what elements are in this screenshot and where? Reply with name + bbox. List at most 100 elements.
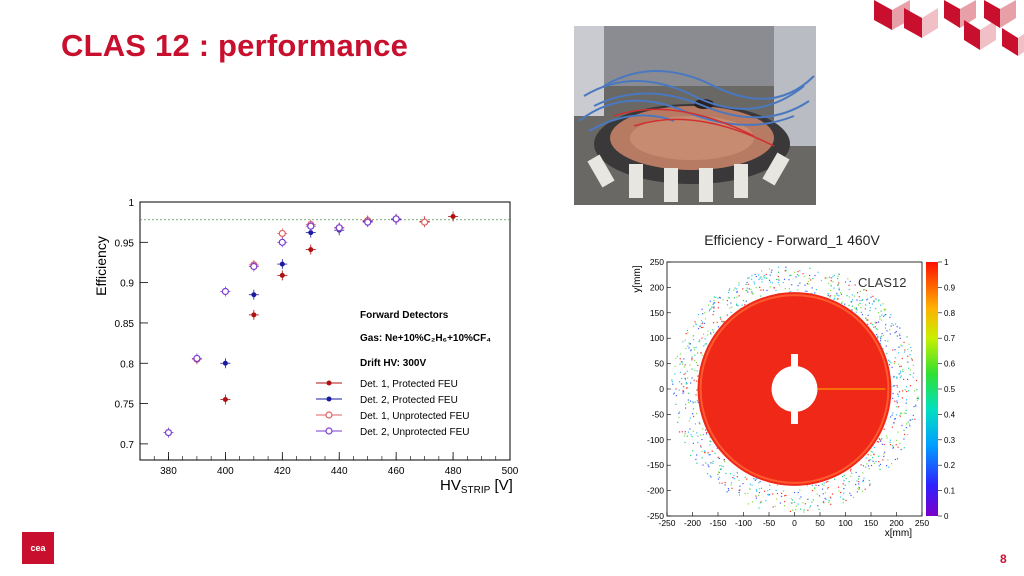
scatter-dot bbox=[704, 451, 706, 453]
scatter-dot bbox=[877, 312, 880, 314]
scatter-dot bbox=[678, 411, 681, 413]
scatter-dot bbox=[867, 454, 869, 456]
scatter-dot bbox=[775, 489, 777, 492]
scatter-dot bbox=[868, 459, 870, 461]
scatter-dot bbox=[713, 310, 715, 313]
scatter-dot bbox=[838, 490, 840, 492]
scatter-dot bbox=[755, 287, 757, 289]
scatter-dot bbox=[756, 478, 758, 480]
scatter-dot bbox=[746, 287, 748, 289]
scatter-dot bbox=[761, 278, 763, 280]
scatter-dot bbox=[879, 342, 881, 344]
scatter-dot bbox=[760, 276, 762, 278]
scatter-dot bbox=[731, 487, 733, 489]
scatter-dot bbox=[910, 346, 912, 349]
scatter-dot bbox=[837, 298, 839, 300]
scatter-dot bbox=[904, 349, 906, 351]
scatter-dot bbox=[896, 335, 898, 337]
scatter-dot bbox=[775, 278, 778, 281]
scatter-dot bbox=[879, 316, 881, 318]
scatter-dot bbox=[883, 453, 885, 455]
scatter-dot bbox=[680, 383, 683, 385]
scatter-dot bbox=[862, 472, 864, 474]
scatter-dot bbox=[707, 304, 709, 306]
scatter-dot bbox=[671, 379, 673, 381]
scatter-dot bbox=[695, 346, 697, 348]
scatter-dot bbox=[818, 508, 820, 511]
scatter-dot bbox=[897, 446, 899, 448]
scatter-dot bbox=[791, 284, 793, 286]
scatter-dot bbox=[694, 370, 696, 372]
scatter-dot bbox=[881, 443, 883, 445]
scatter-dot bbox=[849, 470, 852, 472]
scatter-dot bbox=[760, 487, 763, 489]
scatter-dot bbox=[860, 311, 862, 313]
scatter-dot bbox=[697, 441, 699, 444]
scatter-dot bbox=[811, 287, 813, 289]
scatter-dot bbox=[689, 400, 692, 402]
scatter-dot bbox=[706, 473, 709, 475]
scatter-dot bbox=[696, 412, 698, 415]
scatter-dot bbox=[692, 402, 694, 404]
scatter-dot bbox=[682, 390, 684, 392]
scatter-dot bbox=[739, 485, 741, 487]
scatter-dot bbox=[679, 363, 681, 365]
scatter-dot bbox=[823, 484, 825, 486]
efficiency-hv-chart: 0.7 0.75 0.8 0.85 0.9 0.95 1 380 400 420 440 460 48… bbox=[93, 198, 519, 496]
scatter-dot bbox=[818, 484, 820, 487]
scatter-dot bbox=[843, 474, 845, 476]
scatter-dot bbox=[723, 320, 725, 323]
scatter-dot bbox=[775, 289, 777, 291]
scatter-dot bbox=[751, 291, 753, 293]
scatter-dot bbox=[911, 359, 913, 361]
scatter-dot bbox=[842, 502, 844, 504]
scatter-dot bbox=[709, 309, 711, 311]
scatter-dot bbox=[870, 322, 872, 324]
scatter-dot bbox=[747, 492, 749, 495]
scatter-dot bbox=[898, 352, 900, 354]
scatter-dot bbox=[896, 400, 898, 402]
scatter-dot bbox=[701, 438, 703, 441]
scatter-dot bbox=[897, 395, 900, 398]
annotation-gas: Gas: Ne+10%C₂H₆+10%CF₄ bbox=[360, 333, 491, 344]
scatter-dot bbox=[855, 307, 858, 309]
x-tick-label: 400 bbox=[217, 466, 234, 477]
scatter-dot bbox=[697, 401, 699, 403]
scatter-dot bbox=[837, 278, 839, 280]
scatter-dot bbox=[768, 268, 771, 270]
scatter-dot bbox=[678, 416, 680, 419]
scatter-dot bbox=[895, 414, 898, 416]
scatter-dot bbox=[797, 284, 799, 287]
scatter-dot bbox=[811, 490, 814, 492]
scatter-dot bbox=[874, 322, 876, 324]
scatter-dot bbox=[811, 484, 813, 486]
scatter-dot bbox=[876, 321, 878, 324]
scatter-dot bbox=[861, 314, 864, 316]
scatter-dot bbox=[868, 468, 870, 470]
scatter-dot bbox=[899, 365, 901, 368]
scatter-dot bbox=[712, 322, 715, 324]
legend-label: Det. 1, Protected FEU bbox=[360, 379, 458, 390]
scatter-dot bbox=[864, 304, 867, 306]
scatter-dot bbox=[872, 324, 874, 326]
scatter-dot bbox=[820, 279, 822, 282]
scatter-dot bbox=[873, 300, 875, 302]
scatter-dot bbox=[684, 441, 686, 444]
scatter-dot bbox=[906, 336, 908, 338]
scatter-dot bbox=[871, 303, 874, 305]
scatter-dot bbox=[870, 454, 872, 456]
scatter-dot bbox=[689, 417, 691, 419]
scatter-dot bbox=[744, 476, 746, 479]
scatter-dot bbox=[703, 322, 705, 325]
scatter-dot bbox=[717, 456, 719, 458]
scatter-dot bbox=[914, 404, 917, 406]
data-point bbox=[221, 287, 229, 296]
scatter-dot bbox=[795, 508, 797, 511]
scatter-dot bbox=[783, 278, 786, 280]
scatter-dot bbox=[690, 382, 692, 384]
scatter-dot bbox=[748, 277, 750, 279]
scatter-dot bbox=[785, 269, 787, 271]
scatter-dot bbox=[681, 431, 683, 433]
scatter-dot bbox=[913, 406, 915, 408]
scatter-dot bbox=[807, 498, 809, 500]
